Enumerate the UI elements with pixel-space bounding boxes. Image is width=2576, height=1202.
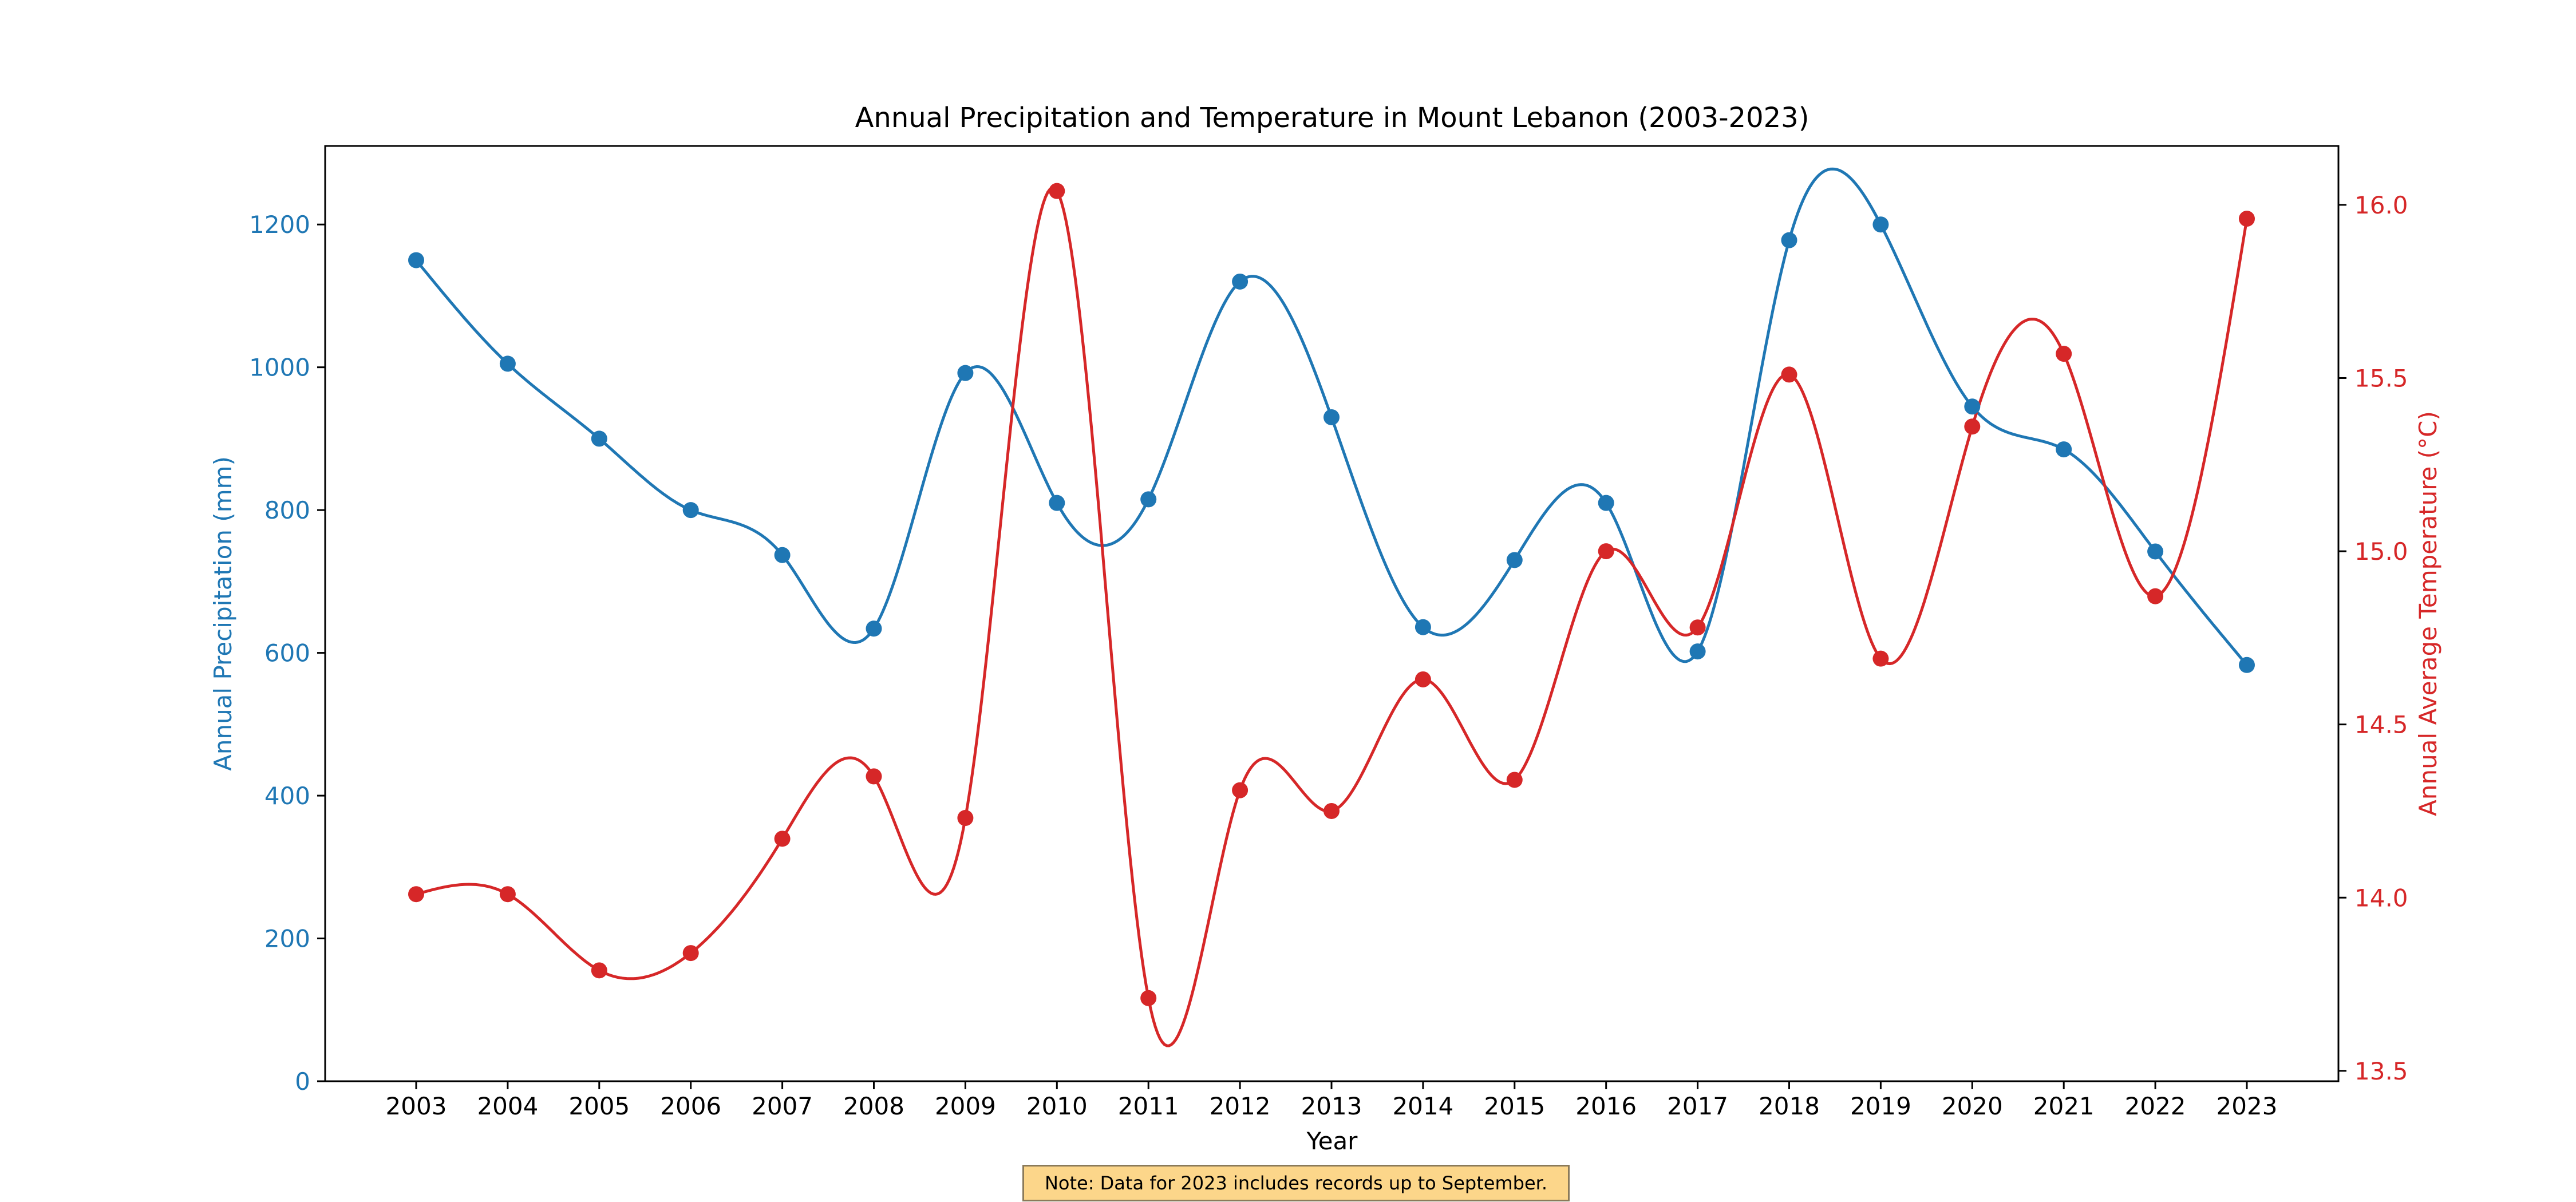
x-axis: 2003 2004 2005 2006 2007 2008 2009 2010 2011 2012… [386, 1081, 2278, 1120]
x-tick-label: 2009 [935, 1092, 996, 1120]
right-y-tick-label: 15.5 [2354, 364, 2408, 392]
temp-point-2020 [1964, 418, 1981, 435]
precip-point-2014 [1415, 619, 1431, 635]
x-tick-label: 2017 [1667, 1092, 1728, 1120]
temp-point-2004 [499, 886, 516, 903]
left-y-tick-label: 400 [264, 782, 310, 810]
x-tick-label: 2007 [752, 1092, 813, 1120]
x-tick-label: 2014 [1392, 1092, 1453, 1120]
precip-point-2019 [1872, 216, 1889, 233]
temp-point-2007 [774, 831, 791, 847]
x-tick-label: 2016 [1575, 1092, 1637, 1120]
temp-point-2006 [682, 945, 699, 962]
x-tick-label: 2006 [660, 1092, 721, 1120]
data-note: Note: Data for 2023 includes records up … [1022, 1165, 1570, 1201]
x-tick-label: 2018 [1759, 1092, 1820, 1120]
x-tick-label: 2013 [1301, 1092, 1362, 1120]
precip-point-2004 [499, 355, 516, 372]
precip-point-2013 [1323, 409, 1340, 425]
temp-point-2022 [2147, 588, 2164, 604]
temp-point-2005 [591, 962, 607, 979]
x-tick-label: 2020 [1942, 1092, 2003, 1120]
x-tick-label: 2012 [1210, 1092, 1271, 1120]
temp-point-2023 [2239, 211, 2255, 227]
precip-point-2005 [591, 430, 607, 447]
x-tick-label: 2015 [1484, 1092, 1545, 1120]
x-tick-label: 2011 [1118, 1092, 1179, 1120]
temp-point-2009 [957, 810, 974, 827]
x-tick-label: 2023 [2217, 1092, 2278, 1120]
temp-point-2017 [1689, 619, 1706, 636]
temp-point-2012 [1232, 782, 1249, 798]
left-y-tick-label: 1200 [249, 211, 310, 239]
left-y-axis: 0 200 400 600 800 1000 1200 [249, 211, 325, 1096]
x-tick-label: 2003 [386, 1092, 447, 1120]
precip-point-2006 [682, 502, 699, 519]
temp-point-2003 [408, 886, 424, 903]
precip-point-2017 [1689, 643, 1706, 660]
x-tick-label: 2022 [2125, 1092, 2186, 1120]
temp-point-2014 [1415, 671, 1431, 687]
right-y-tick-label: 13.5 [2354, 1057, 2408, 1085]
temp-point-2013 [1323, 802, 1340, 819]
left-y-tick-label: 1000 [249, 354, 310, 382]
x-tick-label: 2004 [477, 1092, 538, 1120]
precip-point-2015 [1506, 552, 1523, 568]
plot-frame [324, 145, 2340, 1082]
precip-point-2012 [1232, 273, 1249, 290]
precip-point-2003 [408, 252, 424, 268]
precip-point-2022 [2147, 543, 2164, 560]
x-tick-label: 2008 [843, 1092, 904, 1120]
left-y-tick-label: 800 [264, 496, 310, 524]
precip-point-2010 [1049, 495, 1065, 511]
left-y-tick-label: 600 [264, 639, 310, 667]
precip-point-2011 [1140, 491, 1157, 508]
precip-point-2023 [2239, 657, 2255, 673]
temp-point-2008 [866, 768, 882, 785]
temp-point-2010 [1049, 183, 1065, 199]
right-y-tick-label: 16.0 [2354, 191, 2408, 219]
precip-point-2018 [1781, 232, 1797, 248]
right-y-axis: 13.5 14.0 14.5 15.0 15.5 16.0 [2338, 191, 2408, 1085]
temp-point-2011 [1140, 990, 1157, 1006]
right-y-tick-label: 14.5 [2354, 711, 2408, 739]
temp-line-layer [416, 186, 2249, 1047]
temp-point-2021 [2056, 346, 2072, 362]
right-y-tick-label: 15.0 [2354, 537, 2408, 566]
precip-points-layer [408, 216, 2255, 673]
x-tick-label: 2010 [1026, 1092, 1088, 1120]
left-y-tick-label: 0 [295, 1067, 310, 1096]
temp-point-2018 [1781, 366, 1797, 383]
left-y-tick-label: 200 [264, 925, 310, 953]
left-y-axis-label: Annual Precipitation (mm) [209, 456, 237, 771]
right-y-axis-label: Annual Average Temperature (°C) [2414, 411, 2442, 816]
x-tick-label: 2019 [1850, 1092, 1911, 1120]
x-axis-label: Year [1306, 1127, 1358, 1155]
right-y-tick-label: 14.0 [2354, 884, 2408, 912]
temp-point-2019 [1872, 650, 1889, 667]
temp-points-layer [408, 183, 2255, 1006]
precip-point-2009 [957, 365, 974, 381]
x-tick-label: 2005 [568, 1092, 630, 1120]
precip-point-2020 [1964, 398, 1981, 415]
chart-title: Annual Precipitation and Temperature in … [855, 102, 1809, 134]
precip-point-2021 [2056, 441, 2072, 458]
temp-point-2016 [1598, 543, 1614, 560]
precip-point-2016 [1598, 495, 1614, 511]
temp-series-line [416, 186, 2249, 1047]
precip-point-2008 [866, 620, 882, 637]
temp-point-2015 [1506, 772, 1523, 788]
precip-point-2007 [774, 547, 791, 563]
x-tick-label: 2021 [2033, 1092, 2095, 1120]
